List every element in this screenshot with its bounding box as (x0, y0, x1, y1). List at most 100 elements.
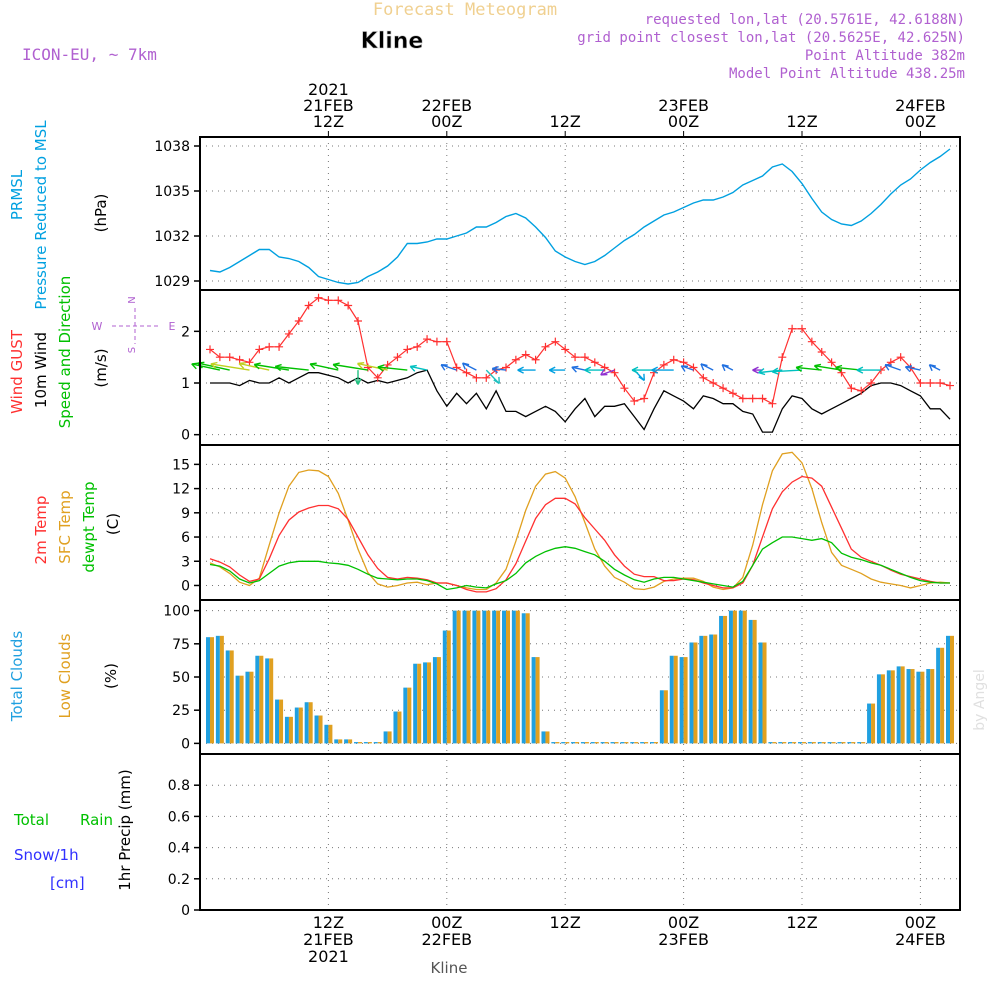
total-clouds-bar (452, 610, 457, 744)
wind-direction-arrow (253, 362, 290, 371)
bottom-time-label: 24FEB (895, 930, 946, 949)
temperature-ytick-label: 15 (172, 457, 190, 473)
wind-direction-arrow (884, 364, 901, 371)
total-clouds-bar (679, 657, 684, 744)
low-clouds-bar (624, 742, 629, 744)
wind-direction-arrow (651, 366, 674, 374)
gust-point (936, 379, 945, 387)
low-clouds-bar (515, 610, 520, 744)
low-clouds-bar (861, 742, 866, 744)
low-clouds-bar (367, 742, 372, 744)
precip-legend-snow: Snow/1h (14, 846, 79, 864)
gust-point (225, 353, 234, 362)
point-altitude: Point Altitude 382m (805, 48, 965, 64)
total-clouds-bar (511, 610, 516, 744)
top-time-label: 23FEB (658, 96, 709, 115)
wind-direction-arrow (928, 364, 941, 372)
total-clouds-bar (423, 662, 428, 744)
gust-point (640, 394, 649, 403)
low-clouds-bar (506, 610, 510, 744)
total-clouds-bar (492, 610, 497, 744)
low-clouds-bar (792, 742, 797, 744)
gust-point (344, 301, 353, 310)
low-clouds-bar (348, 739, 353, 744)
gust-point (719, 384, 728, 393)
low-clouds-bar (229, 650, 234, 744)
low-clouds-bar (318, 715, 323, 744)
low-clouds-bar (703, 635, 708, 744)
gust-point (432, 337, 441, 346)
gust-point (748, 394, 757, 403)
low-clouds-bar (279, 699, 284, 744)
low-clouds-bar (713, 634, 718, 744)
total-clouds-bar (610, 742, 615, 744)
wind-ytick-label: 0 (181, 428, 190, 444)
low-clouds-bar (575, 742, 580, 744)
gust-point (354, 317, 362, 325)
wind-direction-arrow (600, 368, 615, 376)
total-clouds-bar (590, 742, 595, 744)
gust-point (403, 345, 412, 354)
total-clouds-bar (748, 619, 753, 744)
precip-legend-unit: [cm] (50, 874, 85, 892)
precip-legend-total: Total (13, 811, 49, 829)
total-clouds-bar (363, 742, 368, 744)
total-clouds-bar (669, 655, 674, 744)
gust-point (413, 342, 422, 351)
low-clouds-bar (259, 655, 264, 744)
gust-point (916, 379, 925, 387)
gust-point (896, 353, 905, 362)
temp-label-dewpt: dewpt Temp (80, 481, 98, 572)
wind-direction-arrow (309, 362, 339, 371)
total-clouds-bar (867, 703, 872, 744)
pressure-ytick-label: 1035 (154, 184, 190, 200)
top-time-label: 24FEB (895, 96, 946, 115)
data-layer (191, 148, 960, 911)
clouds-ytick-label: 75 (172, 637, 190, 653)
axes-layer: 102910321035103801203691215025507510000.… (8, 80, 961, 966)
gust-point (807, 337, 816, 346)
total-clouds-bar (344, 739, 349, 744)
total-clouds-bar (373, 742, 378, 744)
total-clouds-bar (738, 610, 743, 744)
clouds-ytick-label: 25 (172, 703, 190, 719)
low-clouds-bar (831, 742, 836, 744)
gust-point (728, 389, 737, 398)
compass-east: E (169, 320, 176, 333)
gust-point (531, 355, 540, 364)
total-clouds-bar (827, 742, 832, 744)
gust-point (699, 373, 708, 382)
gust-point (206, 345, 214, 354)
gust-point (442, 337, 451, 346)
total-clouds-bar (383, 731, 388, 744)
total-clouds-bar (689, 642, 694, 744)
total-clouds-bar (284, 716, 289, 744)
low-clouds-bar (782, 742, 787, 744)
gust-point (768, 399, 777, 408)
gust-point (304, 301, 313, 310)
footer-location: Kline (431, 959, 468, 977)
wind-direction-arrow (238, 362, 270, 371)
wind-direction-arrow (485, 369, 500, 385)
gust-point (620, 384, 629, 393)
wind-label-gust: Wind GUST (8, 329, 26, 414)
precip-label: 1hr Precip (mm) (116, 769, 134, 890)
total-clouds-bar (837, 742, 842, 744)
dewpt-line (209, 536, 950, 591)
low-clouds-bar (594, 742, 599, 744)
total-clouds-bar (650, 742, 654, 744)
total-clouds-bar (847, 742, 852, 744)
low-clouds-bar (328, 724, 333, 744)
gust-point (393, 353, 402, 362)
clouds-label-unit: (%) (102, 663, 120, 689)
gust-point (245, 358, 254, 367)
low-clouds-bar (762, 642, 767, 744)
total-clouds-bar (225, 650, 230, 744)
gust-point (571, 353, 580, 362)
top-time-label: 22FEB (421, 96, 472, 115)
gust-point (284, 329, 293, 338)
total-clouds-bar (521, 613, 526, 744)
gust-point (324, 296, 333, 305)
total-clouds-bar (580, 742, 585, 744)
